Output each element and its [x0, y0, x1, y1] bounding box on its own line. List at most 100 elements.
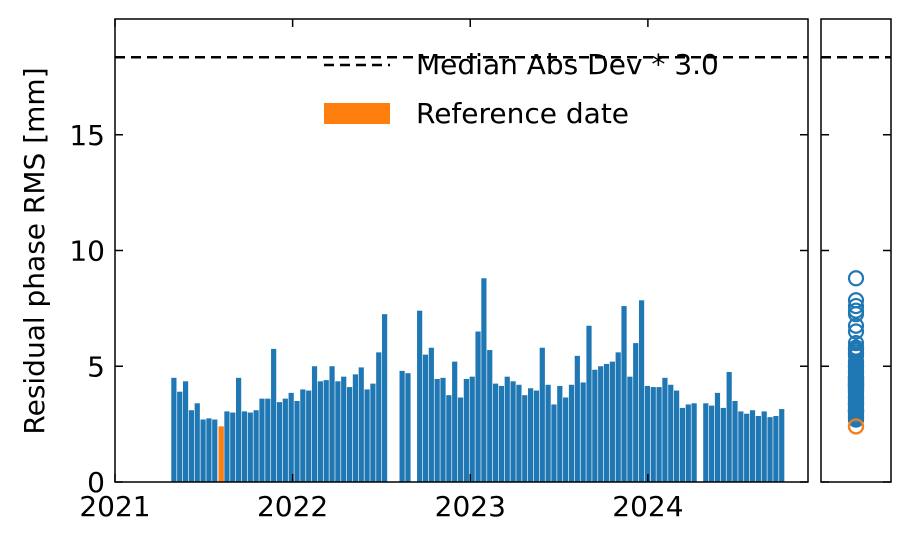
bar: [539, 347, 545, 482]
bar: [358, 367, 364, 482]
bar: [522, 395, 528, 482]
bar: [691, 403, 697, 482]
distribution-point: [847, 363, 865, 381]
side-plot-frame: [820, 18, 892, 483]
bar: [271, 348, 277, 482]
bar: [469, 376, 475, 482]
bar: [674, 390, 680, 482]
x-tick-label: 2021: [79, 490, 150, 523]
bar: [434, 378, 440, 482]
x-tick-label: 2023: [435, 490, 506, 523]
bar: [224, 411, 230, 482]
bar: [638, 300, 645, 482]
side-distribution-layer: [847, 270, 865, 435]
distribution-point: [847, 407, 865, 425]
bar: [703, 403, 709, 482]
bar: [212, 419, 218, 482]
bar: [598, 366, 604, 482]
x-tick-label: 2022: [257, 490, 328, 523]
bar: [586, 325, 592, 482]
y-tick-label: 0: [87, 466, 105, 499]
bar: [749, 410, 756, 482]
bar: [744, 413, 750, 482]
y-axis-label: Residual phase RMS [mm]: [18, 67, 51, 434]
bar: [370, 383, 376, 482]
bar: [294, 400, 300, 482]
bar: [405, 373, 411, 482]
bar: [265, 398, 271, 482]
bar: [236, 377, 242, 482]
bar: [177, 391, 183, 482]
bar: [557, 385, 563, 482]
bar: [726, 372, 732, 482]
bar: [732, 400, 738, 482]
bar: [399, 370, 405, 482]
bar: [720, 407, 726, 482]
bar: [662, 377, 668, 482]
y-tick-label: 15: [69, 119, 105, 152]
distribution-point: [847, 270, 865, 287]
bar: [306, 390, 312, 482]
reference-bar: [218, 426, 224, 482]
distribution-point: [847, 335, 865, 352]
bar: [603, 363, 610, 482]
bar: [364, 389, 370, 482]
bar: [568, 384, 575, 482]
bar: [457, 397, 464, 482]
y-tick-label: 5: [87, 350, 105, 383]
bar: [714, 392, 721, 482]
bar: [440, 377, 446, 482]
bar: [545, 384, 551, 482]
bar: [779, 409, 785, 482]
bar: [656, 387, 662, 482]
bar: [446, 395, 452, 482]
bar: [206, 418, 212, 482]
bar: [300, 389, 306, 482]
bar: [182, 381, 189, 482]
bars-layer: [171, 278, 785, 482]
bar: [504, 376, 510, 482]
bar: [288, 392, 294, 482]
bar: [668, 384, 674, 482]
bar: [259, 398, 265, 482]
bar: [481, 278, 487, 482]
x-tick-label: 2024: [612, 490, 683, 523]
bar: [679, 407, 686, 482]
distribution-point: [847, 317, 865, 334]
bar: [767, 417, 773, 482]
distribution-point: [847, 297, 865, 315]
bar: [592, 369, 598, 482]
bar: [627, 376, 633, 482]
bar: [329, 366, 335, 482]
x-axis-ticks: 2021 2022 2023 2024: [79, 19, 684, 523]
bar: [317, 381, 323, 482]
bar: [487, 350, 493, 482]
bar: [241, 411, 248, 482]
bar: [633, 343, 639, 482]
bar: [563, 397, 569, 482]
legend-reference-swatch: [324, 103, 390, 124]
bar: [194, 403, 200, 482]
bar: [463, 378, 469, 482]
bar: [323, 380, 329, 482]
bar: [346, 387, 353, 482]
bar: [528, 388, 534, 482]
bar: [533, 390, 540, 482]
bar: [188, 410, 195, 482]
bar: [452, 361, 458, 482]
main-plot-frame: [114, 18, 809, 483]
bar: [709, 405, 715, 482]
bar: [335, 381, 341, 482]
bar: [516, 384, 522, 482]
bar: [428, 347, 434, 482]
bar: [352, 374, 359, 482]
bar: [755, 416, 761, 482]
distribution-point: [847, 323, 865, 340]
distribution-point: [847, 292, 865, 309]
legend-reference-label: Reference date: [416, 97, 629, 130]
reference-point: [847, 418, 865, 435]
bar: [615, 352, 621, 482]
bar: [492, 383, 499, 482]
bar: [580, 382, 586, 482]
bar: [422, 354, 429, 482]
